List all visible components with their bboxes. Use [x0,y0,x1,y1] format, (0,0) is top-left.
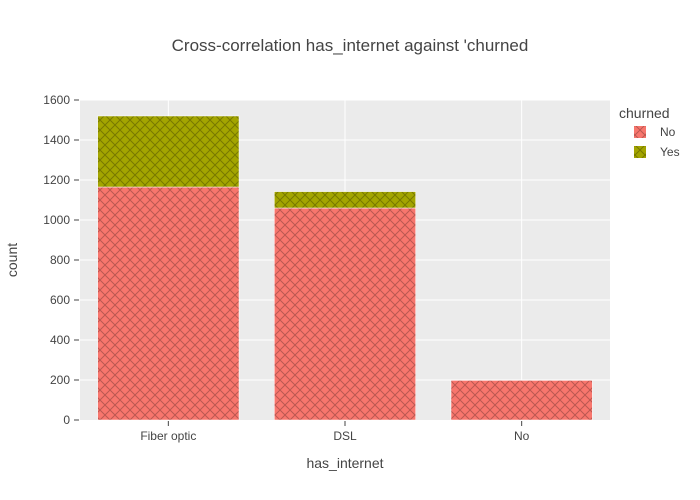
x-axis-label: has_internet [306,455,383,471]
bar-yes-fiber-optic[interactable] [97,115,240,188]
legend-label: Yes [660,145,680,159]
bar-no-no[interactable] [450,380,593,421]
bar-no-fiber-optic[interactable] [97,186,240,421]
y-tick-label: 800 [50,253,70,267]
y-tick-label: 400 [50,333,70,347]
y-tick-label: 200 [50,373,70,387]
legend-swatch [634,146,646,158]
x-tick-label: DSL [333,429,357,443]
chart-title: Cross-correlation has_internet against '… [172,36,529,55]
legend-item-no[interactable]: No [634,125,676,139]
x-tick-label: No [514,429,530,443]
legend: churned No Yes [619,105,680,159]
y-tick-label: 1000 [43,213,70,227]
y-axis: 0 200 400 600 800 1000 1200 1400 1600 [43,93,79,427]
y-axis-label: count [4,243,20,277]
legend-label: No [660,125,676,139]
y-tick-label: 1600 [43,93,70,107]
bar-yes-dsl[interactable] [274,191,416,209]
bars [97,115,593,421]
x-tick-label: Fiber optic [140,429,196,443]
legend-swatch [634,126,646,138]
y-tick-label: 600 [50,293,70,307]
y-tick-label: 0 [63,413,70,427]
y-tick-label: 1200 [43,173,70,187]
legend-title: churned [619,105,670,121]
x-axis: Fiber optic DSL No [140,421,530,443]
y-tick-label: 1400 [43,133,70,147]
bar-no-dsl[interactable] [274,207,416,421]
legend-item-yes[interactable]: Yes [634,145,680,159]
